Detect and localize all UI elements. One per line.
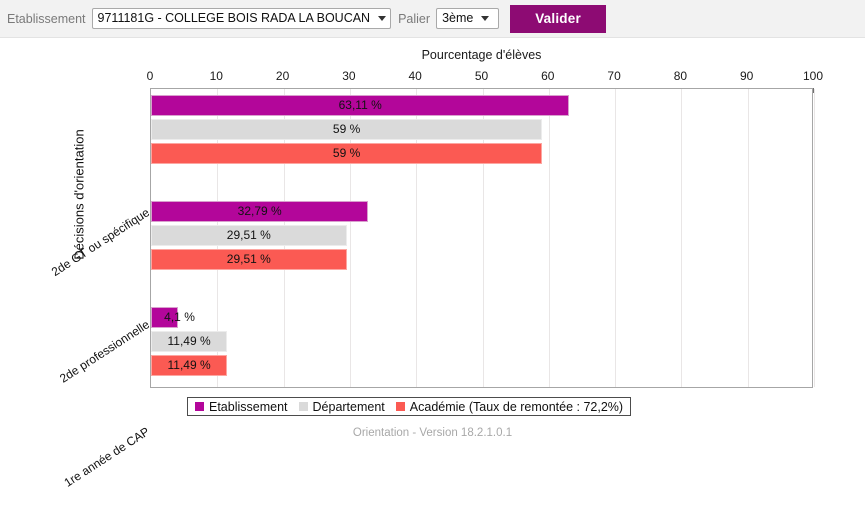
legend-item[interactable]: Etablissement: [195, 400, 288, 414]
bar-value-label: 59 %: [332, 122, 361, 136]
bar-value-label: 4,1 %: [164, 310, 195, 324]
gridline: [814, 89, 815, 387]
plot-area: 63,11 % 59 % 59 % 32,79 % 29,51 % 29,51 % 4,1 …: [150, 88, 815, 388]
bar[interactable]: [151, 119, 543, 140]
gridline: [482, 89, 484, 387]
x-axis-tick-label: 10: [209, 69, 223, 83]
valider-button[interactable]: Valider: [510, 4, 607, 33]
chevron-down-icon: [378, 16, 387, 21]
bar-value-label: 29,51 %: [226, 252, 271, 266]
legend-label: Département: [312, 399, 385, 414]
gridline: [416, 89, 418, 387]
x-axis-tick-label: 80: [673, 69, 688, 83]
gridline: [747, 89, 749, 387]
x-axis-tick-label: 60: [541, 69, 555, 83]
palier-label: Palier: [398, 11, 431, 26]
bar[interactable]: [151, 331, 228, 352]
x-axis-tick-label: 30: [342, 69, 356, 83]
legend-label: Etablissement: [209, 399, 288, 414]
x-axis-tick-label: 90: [740, 69, 754, 83]
x-axis-tick: [813, 88, 814, 93]
footer-version: Orientation - Version 18.2.1.0.1: [352, 427, 513, 439]
x-axis-tick-label: 100: [802, 69, 824, 83]
gridline: [615, 89, 617, 387]
gridline: [349, 89, 351, 387]
etablissement-select[interactable]: 9711181G - COLLEGE BOIS RADA LA BOUCAN: [91, 8, 392, 29]
gridline: [548, 89, 550, 387]
x-axis-tick-label: 20: [275, 69, 290, 83]
legend-swatch: [298, 402, 308, 411]
x-axis-tick-label: 40: [408, 69, 422, 83]
bar[interactable]: [151, 225, 347, 246]
palier-select-value: 3ème: [442, 11, 474, 25]
bar[interactable]: [151, 143, 543, 164]
bar[interactable]: [151, 355, 228, 376]
etablissement-label: Etablissement: [7, 11, 86, 26]
x-axis-tick-label: 50: [474, 69, 489, 83]
legend-swatch: [195, 402, 204, 411]
legend-swatch: [395, 402, 405, 411]
x-axis-ticks: 0 10 20 30 40 50 60 70 80 90 100: [147, 69, 823, 94]
bar-value-label: 11,49 %: [167, 358, 211, 372]
chart-x-axis-title: Pourcentage d'élèves: [421, 48, 542, 62]
legend-item[interactable]: Académie (Taux de remontée : 72,2%): [395, 399, 624, 414]
legend-item[interactable]: Département: [298, 399, 385, 414]
chart-legend: Etablissement Département Académie (Taux d…: [187, 397, 632, 416]
palier-select[interactable]: 3ème: [436, 8, 500, 29]
x-axis-tick-label: 70: [607, 69, 621, 83]
bar[interactable]: [151, 307, 179, 328]
toolbar: Etablissement 9711181G - COLLEGE BOIS RA…: [0, 0, 865, 38]
gridline: [681, 89, 683, 387]
bar-value-label: 59 %: [332, 146, 361, 160]
x-axis-tick-label: 0: [146, 69, 154, 83]
y-axis-category-label: 2de professionnelle: [57, 317, 152, 386]
bar-value-label: 29,51 %: [226, 228, 271, 242]
bar-value-label: 63,11 %: [338, 98, 382, 112]
legend-label: Académie (Taux de remontée : 72,2%): [409, 399, 624, 414]
chevron-down-icon: [481, 16, 490, 21]
bar[interactable]: [151, 249, 347, 270]
orientation-bar-chart: Pourcentage d'élèves Décisions d'orienta…: [0, 37, 865, 490]
bar[interactable]: [151, 95, 570, 116]
bar-value-label: 11,49 %: [167, 334, 211, 348]
bar[interactable]: [151, 201, 369, 222]
bar-value-label: 32,79 %: [237, 204, 282, 218]
etablissement-select-value: 9711181G - COLLEGE BOIS RADA LA BOUCAN: [97, 11, 371, 25]
